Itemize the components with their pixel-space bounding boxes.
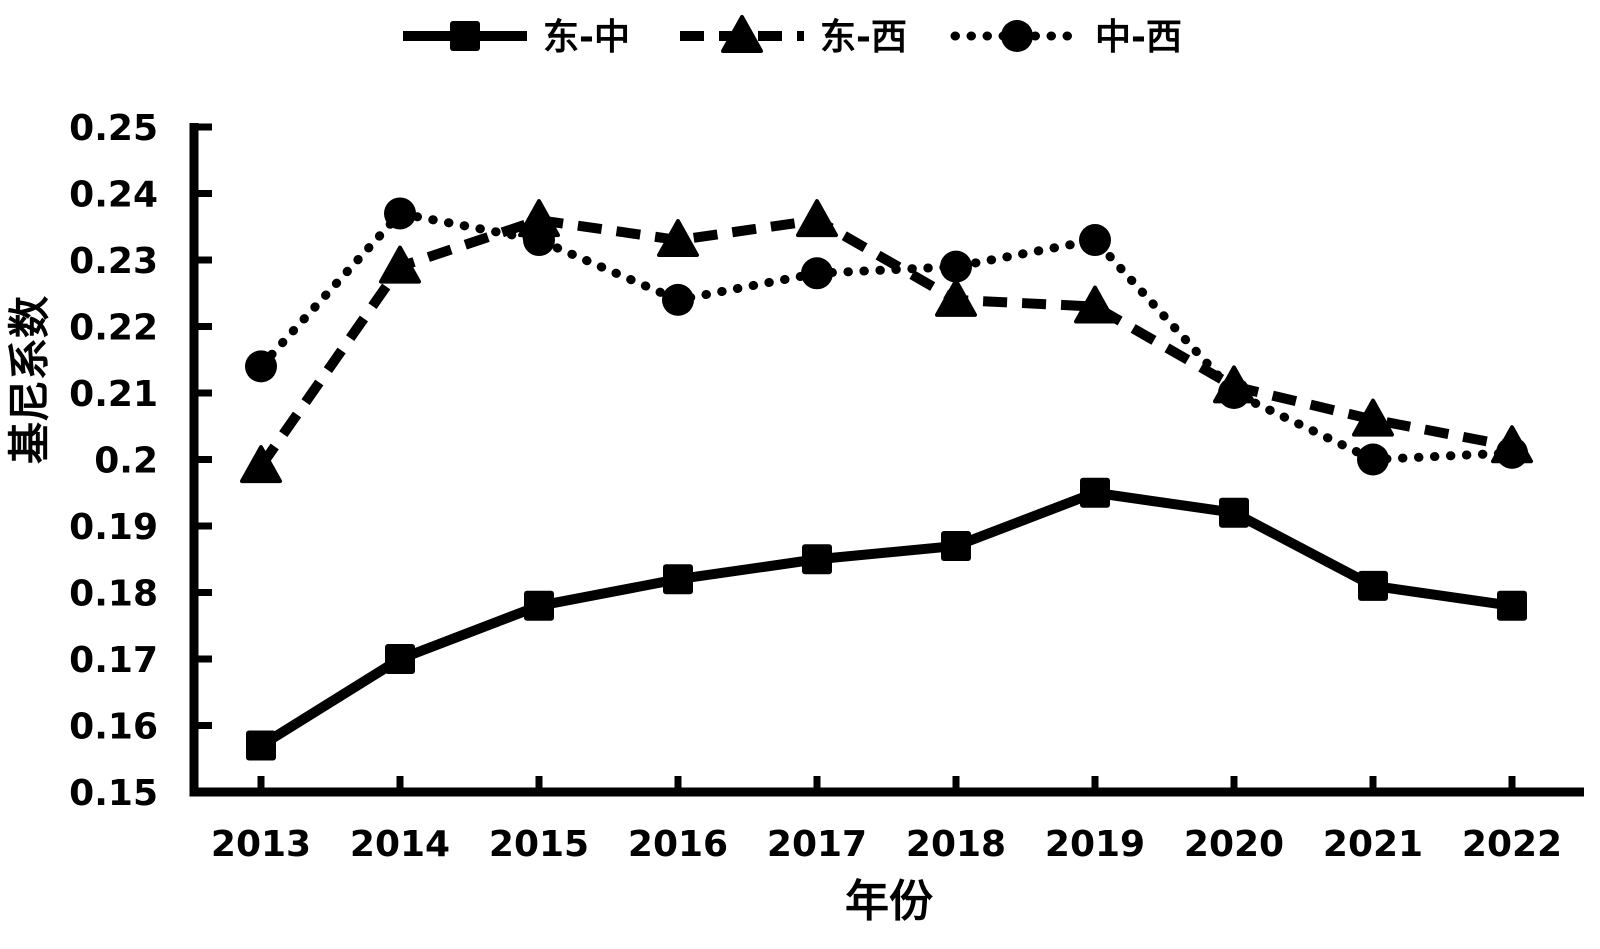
x-tick-label: 2018: [906, 824, 1006, 865]
series-line-2: [256, 215, 1513, 470]
y-tick-label: 0.21: [69, 374, 158, 415]
marker-square: [385, 644, 415, 674]
marker-square: [1219, 497, 1249, 528]
marker-square: [1080, 477, 1110, 508]
axis-ticks: [194, 123, 1516, 796]
marker-circle: [1496, 436, 1528, 469]
y-tick-label: 0.16: [69, 707, 158, 748]
marker-triangle: [379, 245, 421, 284]
legend-label: 东-中: [543, 17, 630, 58]
marker-circle: [1218, 377, 1250, 409]
marker-square: [941, 530, 971, 561]
x-tick-label: 2020: [1184, 824, 1284, 865]
series-markers-1: [246, 477, 1527, 761]
legend-item-1: 东-中: [403, 17, 630, 58]
marker-triangle: [721, 15, 763, 53]
x-tick-label: 2016: [628, 824, 728, 865]
legend-label: 东-西: [820, 17, 907, 58]
marker-square: [450, 21, 480, 51]
series-lines: [256, 208, 1517, 750]
y-tick-label: 0.22: [69, 308, 158, 349]
marker-square: [246, 730, 276, 761]
series-line-1: [258, 487, 1513, 750]
marker-circle: [1079, 224, 1111, 257]
marker-triangle: [657, 219, 699, 258]
marker-circle: [801, 257, 833, 290]
series-markers-2: [240, 199, 1533, 484]
marker-circle: [940, 250, 972, 283]
marker-square: [1497, 590, 1527, 621]
legend-label: 中-西: [1095, 17, 1182, 58]
series-markers-3: [245, 197, 1528, 476]
y-tick-label: 0.2: [94, 441, 158, 482]
marker-circle: [662, 283, 694, 316]
legend-item-3: 中-西: [950, 17, 1182, 58]
y-tick-label: 0.15: [69, 773, 158, 814]
marker-circle: [384, 197, 416, 230]
x-tick-label: 2022: [1462, 824, 1562, 865]
marker-triangle: [1352, 398, 1394, 437]
marker-square: [802, 544, 832, 575]
y-tick-label: 0.19: [69, 507, 158, 548]
marker-square: [524, 590, 554, 621]
marker-circle: [245, 350, 277, 383]
y-tick-label: 0.24: [69, 175, 158, 216]
marker-triangle: [240, 445, 282, 484]
y-tick-label: 0.23: [69, 241, 158, 282]
marker-triangle: [935, 278, 977, 317]
x-tick-label: 2017: [767, 824, 867, 865]
tick-labels: 0.25 0.24 0.23 0.22 0.21 0.2 0.19 0.18 0.17 0.16 0…: [69, 108, 1562, 865]
y-tick-label: 0.17: [69, 640, 158, 681]
marker-circle: [523, 224, 555, 257]
x-tick-label: 2015: [489, 824, 589, 865]
x-tick-label: 2019: [1045, 824, 1145, 865]
y-axis-title: 基尼系数: [5, 296, 54, 464]
marker-square: [663, 564, 693, 595]
marker-circle: [1357, 443, 1389, 476]
marker-triangle: [1074, 285, 1116, 324]
marker-square: [1358, 570, 1388, 601]
legend: 东-中 东-西 中-西: [403, 15, 1182, 58]
y-tick-label: 0.18: [69, 574, 158, 615]
x-tick-label: 2021: [1323, 824, 1423, 865]
legend-item-2: 东-西: [680, 15, 907, 58]
x-axis-title: 年份: [845, 876, 933, 927]
x-tick-label: 2013: [211, 824, 311, 865]
y-tick-label: 0.25: [69, 108, 158, 149]
x-tick-label: 2014: [350, 824, 450, 865]
marker-triangle: [796, 199, 838, 238]
marker-circle: [1001, 20, 1033, 52]
series-markers: [240, 197, 1533, 761]
